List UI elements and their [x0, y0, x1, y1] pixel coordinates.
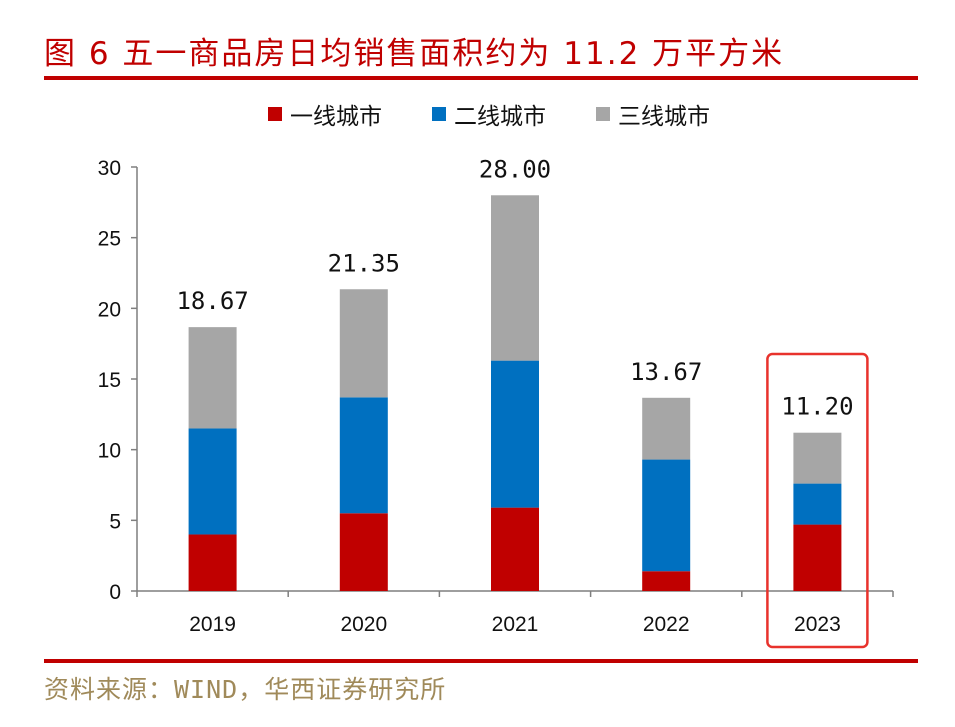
legend-label-1: 一线城市 [290, 104, 382, 130]
legend-label-2: 二线城市 [454, 104, 546, 130]
y-tick-label: 30 [98, 157, 121, 180]
source-note: 资料来源：WIND，华西证券研究所 [44, 675, 447, 704]
bar-segment-2022-s2 [642, 459, 691, 572]
x-tick-label: 2019 [189, 613, 236, 636]
total-label-2021: 28.00 [479, 155, 551, 183]
total-labels: 18.67 21.35 28.00 13.67 11.20 [176, 155, 853, 420]
chart-title: 图 6 五一商品房日均销售面积约为 11.2 万平方米 [44, 36, 785, 72]
x-tick-label: 2020 [340, 613, 387, 636]
y-tick-label: 15 [98, 369, 121, 392]
y-tick-label: 5 [109, 510, 121, 533]
title-rule [44, 76, 918, 80]
legend: 一线城市 二线城市 三线城市 [268, 104, 710, 130]
footer-rule [44, 659, 918, 663]
legend-swatch-2 [432, 107, 446, 121]
bar-segment-2020-s3 [339, 289, 388, 398]
y-tick-label: 25 [98, 228, 121, 251]
bar-segment-2022-s3 [642, 397, 691, 460]
total-label-2019: 18.67 [176, 287, 248, 315]
x-tick-label: 2022 [643, 613, 690, 636]
bar-segment-2022-s1 [642, 571, 691, 591]
y-tick-label: 0 [109, 581, 121, 604]
bar-segment-2021-s3 [491, 195, 539, 361]
bar-segment-2023-s1 [793, 524, 842, 591]
bar-segment-2021-s2 [491, 360, 539, 508]
bar-segment-2019-s2 [188, 428, 237, 535]
bar-segment-2020-s2 [339, 397, 388, 514]
bar-segment-2019-s3 [188, 327, 237, 429]
total-label-2020: 21.35 [328, 249, 400, 277]
bar-segment-2023-s2 [793, 483, 842, 525]
bar-segment-2020-s1 [339, 513, 388, 591]
y-tick-label: 20 [98, 298, 121, 321]
bar-segment-2023-s3 [793, 432, 842, 484]
bars [188, 195, 869, 649]
bar-segment-2019-s1 [188, 534, 237, 591]
total-label-2022: 13.67 [630, 358, 702, 386]
legend-label-3: 三线城市 [618, 104, 710, 130]
total-label-2023: 11.20 [781, 393, 853, 421]
y-tick-label: 10 [98, 440, 121, 463]
x-tick-label: 2021 [492, 613, 539, 636]
legend-swatch-3 [596, 107, 610, 121]
legend-swatch-1 [268, 107, 282, 121]
bar-segment-2021-s1 [491, 507, 539, 591]
x-tick-label: 2023 [794, 613, 841, 636]
highlight-box-2023 [766, 352, 869, 649]
